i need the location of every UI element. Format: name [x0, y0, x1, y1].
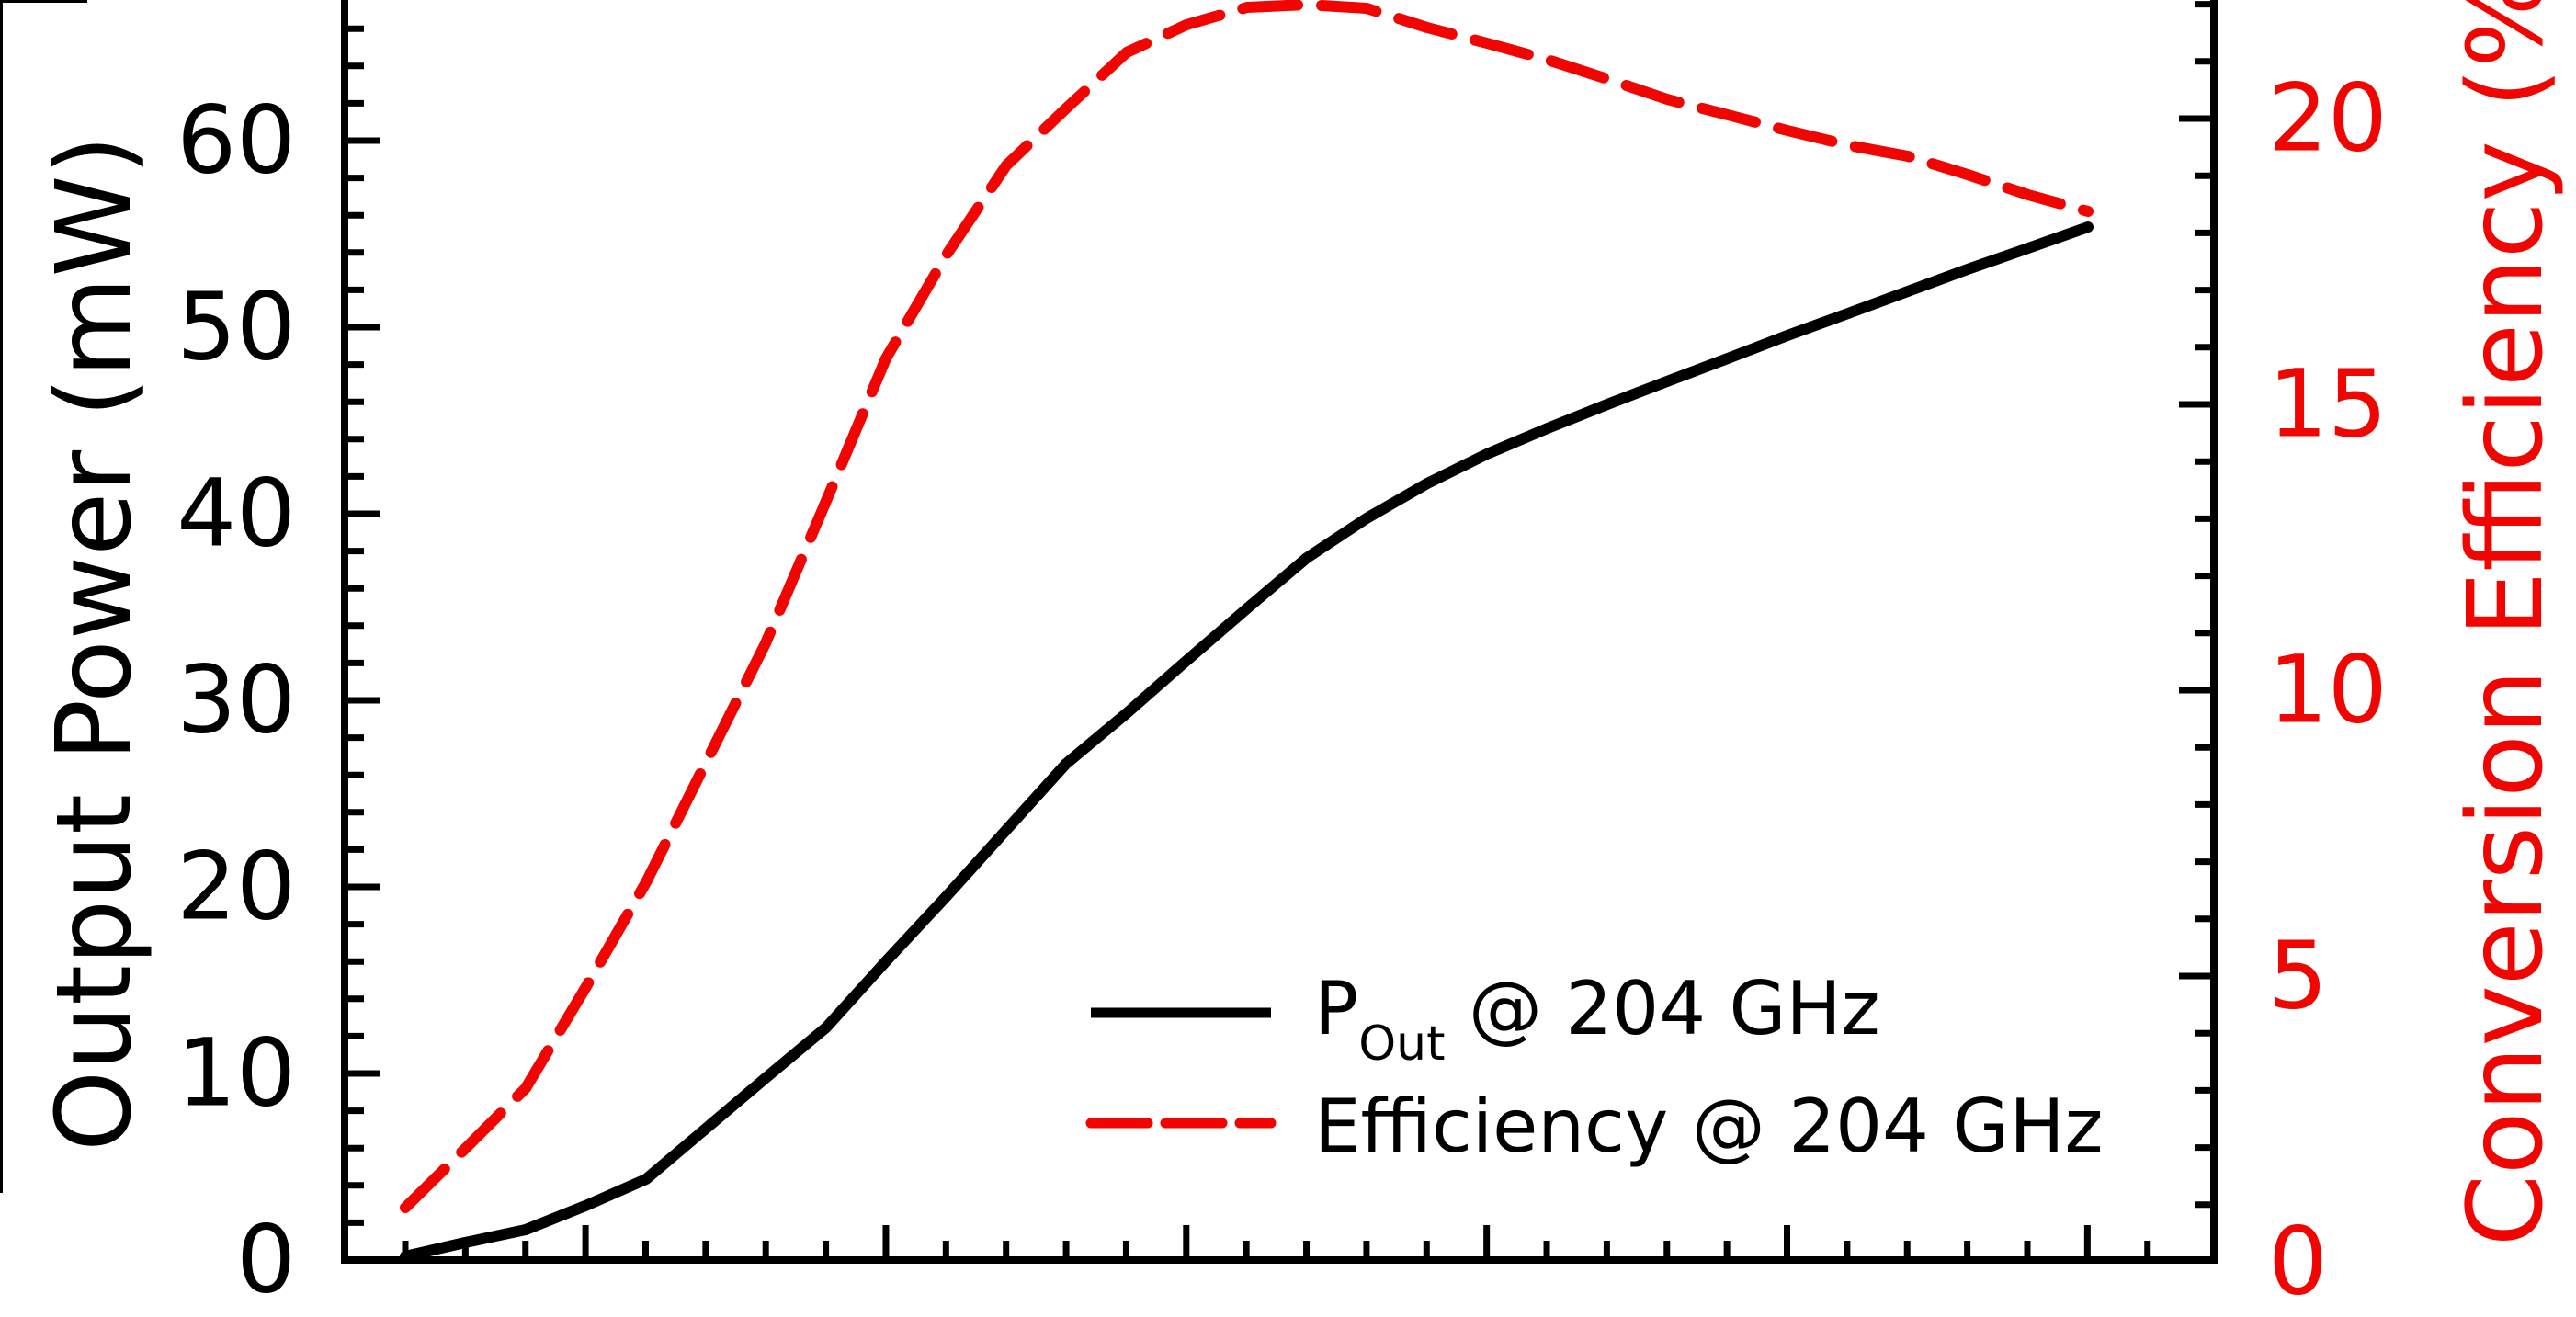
y-left-tick-label: 30	[176, 645, 296, 755]
legend-label-pout: POut @ 204 GHz	[1314, 972, 1880, 1069]
cropped-page-left-border	[0, 0, 3, 1193]
legend-pout-subscript: Out	[1358, 1016, 1446, 1072]
y-right-tick-label: 10	[2268, 635, 2388, 745]
legend-efficiency-text: Efficiency @ 204 GHz	[1314, 1084, 2104, 1169]
y-right-tick-label: 5	[2268, 921, 2328, 1031]
y-left-tick-label: 20	[176, 832, 296, 942]
y-left-tick-label: 40	[176, 459, 296, 569]
pout-curve	[400, 221, 2094, 1262]
y-right-tick-label: 15	[2268, 349, 2388, 460]
legend-pout-symbol: P	[1314, 966, 1359, 1051]
y-axis-title-left: Output Power (mW)	[35, 134, 154, 1152]
y-left-tick-label: 50	[176, 272, 296, 382]
y-left-tick-label: 0	[236, 1205, 296, 1315]
y-right-tick-label: 20	[2268, 63, 2388, 174]
y-left-tick-label: 10	[176, 1018, 296, 1129]
chart-plot-area	[341, 0, 2218, 1264]
efficiency-curve	[400, 0, 2094, 1213]
legend-pout-frequency: @ 204 GHz	[1445, 966, 1880, 1051]
y-right-tick-label: 0	[2268, 1207, 2328, 1317]
legend-label-efficiency: Efficiency @ 204 GHz	[1314, 1090, 2103, 1164]
cropped-page-top-border	[0, 0, 87, 3]
y-left-tick-label: 60	[176, 85, 296, 196]
y-axis-title-right: Conversion Efficiency (%)	[2446, 0, 2566, 1247]
